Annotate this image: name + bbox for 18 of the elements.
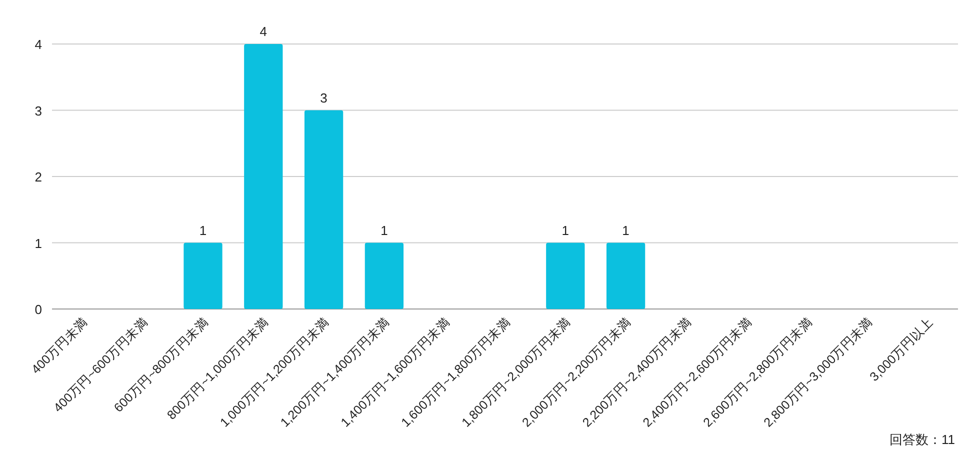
y-tick-label: 0 — [34, 302, 42, 317]
y-tick-label: 3 — [34, 103, 42, 118]
data-label: 1 — [562, 222, 570, 238]
data-label: 1 — [622, 222, 630, 238]
data-label: 4 — [260, 24, 268, 39]
bar — [244, 44, 283, 309]
y-tick-label: 2 — [34, 170, 42, 184]
y-tick-label: 1 — [34, 236, 42, 251]
text: 回答数：11 — [890, 432, 955, 447]
bar — [364, 242, 404, 309]
bar — [606, 242, 646, 309]
data-label: 3 — [320, 90, 328, 106]
bar — [546, 242, 585, 309]
y-tick-label: 4 — [34, 37, 42, 52]
bar — [184, 242, 222, 309]
data-label: 1 — [199, 222, 207, 238]
bar — [304, 110, 344, 309]
data-label: 1 — [380, 222, 388, 238]
